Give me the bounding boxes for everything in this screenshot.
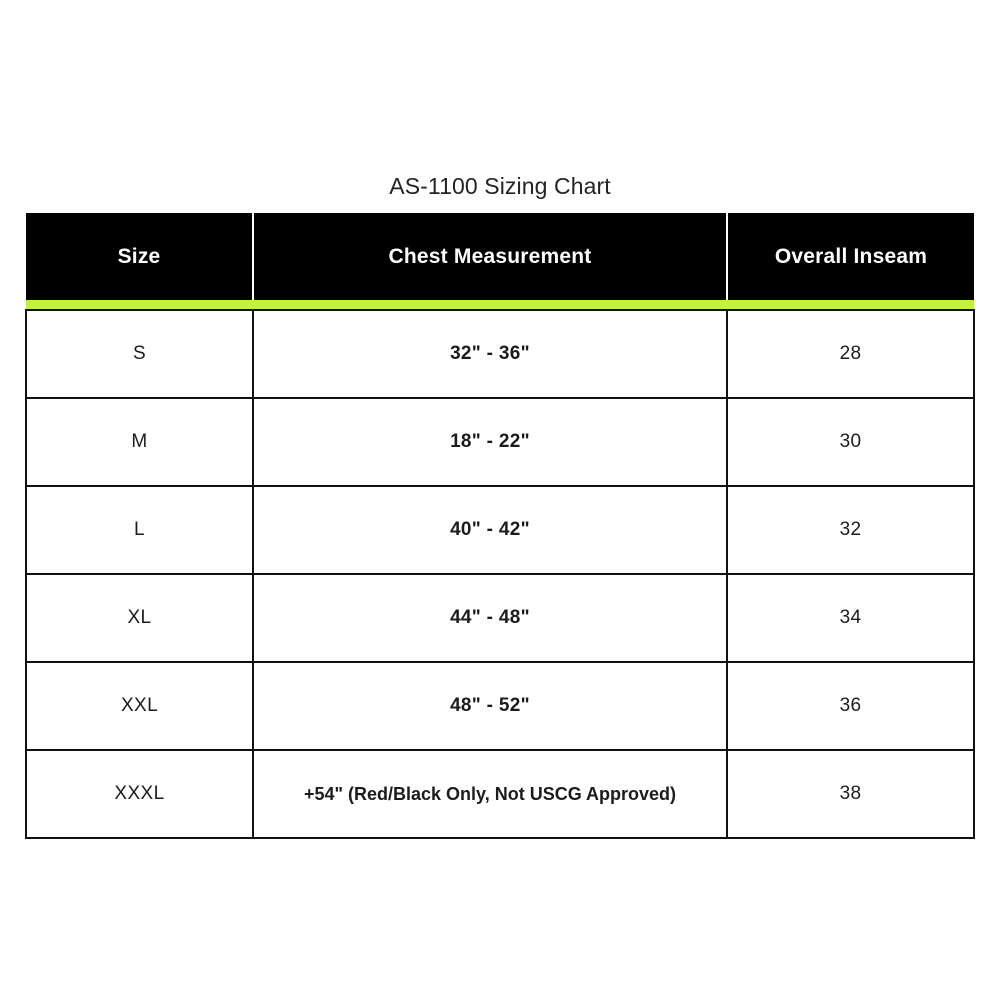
header-accent-bar [26,300,974,310]
cell-chest: 18" - 22" [252,397,728,487]
table-header: Size Chest Measurement Overall Inseam [26,213,974,310]
cell-chest: 48" - 52" [252,661,728,751]
cell-size: M [25,397,254,487]
cell-size: XXL [25,661,254,751]
cell-size: S [25,309,254,399]
table-row: XXL 48" - 52" 36 [25,661,975,751]
sizing-table: Size Chest Measurement Overall Inseam S … [25,213,975,839]
cell-chest: 32" - 36" [252,309,728,399]
accent-bar-fill [26,300,974,310]
cell-inseam: 28 [726,309,975,399]
cell-size: XL [25,573,254,663]
table-row: S 32" - 36" 28 [25,309,975,399]
column-header-chest-measurement: Chest Measurement [252,213,728,300]
cell-size: L [25,485,254,575]
cell-inseam: 32 [726,485,975,575]
cell-size: XXXL [25,749,254,839]
table-header-row: Size Chest Measurement Overall Inseam [26,213,974,300]
cell-inseam: 38 [726,749,975,839]
table-row: L 40" - 42" 32 [25,485,975,575]
cell-inseam: 30 [726,397,975,487]
column-header-size: Size [26,213,254,300]
table-row: XXXL +54" (Red/Black Only, Not USCG Appr… [25,749,975,839]
cell-chest: 40" - 42" [252,485,728,575]
table-body: S 32" - 36" 28 M 18" - 22" 30 L 40" - 42… [25,309,975,839]
page-title: AS-1100 Sizing Chart [389,173,611,199]
cell-chest: +54" (Red/Black Only, Not USCG Approved) [252,749,728,839]
cell-chest: 44" - 48" [252,573,728,663]
table-row: XL 44" - 48" 34 [25,573,975,663]
column-header-overall-inseam: Overall Inseam [726,213,974,300]
cell-inseam: 34 [726,573,975,663]
cell-inseam: 36 [726,661,975,751]
table-row: M 18" - 22" 30 [25,397,975,487]
sizing-table-container: Size Chest Measurement Overall Inseam S … [25,213,975,839]
